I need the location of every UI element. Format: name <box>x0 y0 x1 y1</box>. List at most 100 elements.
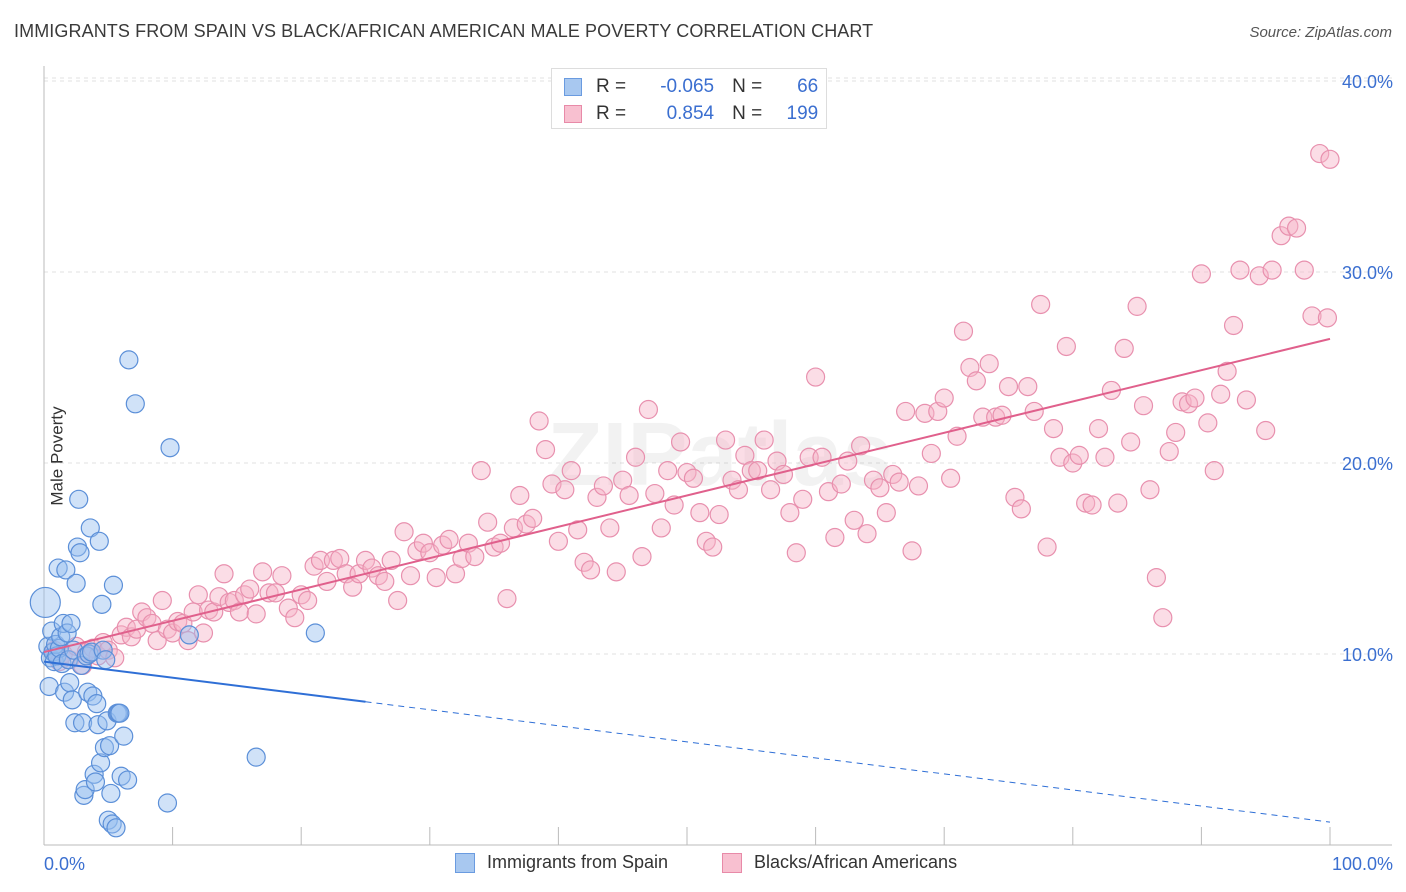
pink-point <box>1317 308 1338 328</box>
legend-swatch-spain <box>564 78 582 96</box>
gridlines <box>44 77 1392 655</box>
pink-point <box>1211 384 1231 404</box>
blue-point <box>90 753 111 773</box>
pink-point <box>1153 608 1173 628</box>
pink-point <box>1223 315 1244 336</box>
pink-point <box>760 480 781 500</box>
blue-point <box>87 694 107 714</box>
legend-row-black: R = 0.854 N = 199 <box>564 101 818 127</box>
bottom-legend-swatch-spain <box>455 852 475 873</box>
pink-point <box>580 560 601 580</box>
blue-point <box>29 586 61 619</box>
pink-point <box>619 485 639 506</box>
pink-point <box>574 552 594 572</box>
bottom-legend: Immigrants from Spain Blacks/African Ame… <box>0 852 1406 876</box>
x-tick-label-min: 0.0% <box>44 854 85 874</box>
pink-point <box>246 604 266 624</box>
pink-point <box>1262 260 1282 280</box>
pink-point <box>163 623 183 643</box>
pink-point <box>896 401 916 422</box>
pink-point <box>889 472 909 492</box>
pink-point <box>651 518 671 538</box>
pink-point <box>178 631 198 651</box>
pink-point <box>1159 441 1179 462</box>
pink-point <box>831 474 851 494</box>
blue-point <box>110 703 130 723</box>
pink-point <box>1127 296 1147 316</box>
blue-point <box>125 394 145 414</box>
pink-point <box>902 541 922 561</box>
blue-point <box>179 625 199 645</box>
pink-point <box>1217 361 1237 381</box>
pink-point <box>1056 336 1076 357</box>
pink-point <box>638 399 659 420</box>
pink-point <box>703 537 723 557</box>
blue-point <box>119 350 139 370</box>
bottom-legend-label-black: Blacks/African Americans <box>754 852 958 872</box>
blue-point <box>70 543 90 563</box>
pink-point <box>229 602 250 622</box>
legend-n-value: 199 <box>786 103 819 124</box>
legend-row-spain: R = -0.065 N = 66 <box>564 74 818 100</box>
blue-point <box>53 613 73 634</box>
blue-point <box>101 783 121 804</box>
pink-point <box>683 468 704 488</box>
pink-point <box>465 546 485 567</box>
pink-point <box>209 587 229 607</box>
legend-n-value: 66 <box>797 76 819 97</box>
pink-point <box>754 430 774 450</box>
y-tick-label: 30.0% <box>1342 263 1393 283</box>
pink-point <box>876 503 896 523</box>
blue-point <box>246 747 266 767</box>
blue-point <box>84 764 104 784</box>
blue-point <box>69 489 89 509</box>
pink-point <box>625 447 646 467</box>
y-tick-label: 20.0% <box>1342 454 1393 474</box>
legend-n-label: N = <box>732 103 763 124</box>
y-axis-label: Male Poverty <box>47 406 67 506</box>
pink-point <box>780 503 800 523</box>
pink-point <box>645 483 665 504</box>
pink-point <box>587 487 607 507</box>
legend-swatch-black <box>564 105 582 123</box>
pink-point <box>728 480 749 500</box>
pink-point <box>265 583 286 603</box>
pink-point <box>1256 420 1276 441</box>
pink-point <box>851 436 871 456</box>
pink-point <box>941 468 961 488</box>
blue-point <box>117 770 138 790</box>
y-tick-label: 40.0% <box>1342 72 1393 92</box>
pink-point <box>278 598 298 618</box>
pink-point <box>979 354 999 374</box>
pink-point <box>966 371 986 391</box>
pink-point <box>529 411 549 431</box>
pink-point <box>998 377 1019 397</box>
pink-point <box>1279 216 1299 236</box>
pink-point <box>600 518 620 538</box>
blue-point <box>72 713 93 733</box>
source-credit: Source: ZipAtlas.com <box>1249 24 1392 41</box>
pink-point <box>1108 493 1128 513</box>
pink-point <box>1011 499 1031 519</box>
legend-r-label: R = <box>596 76 627 97</box>
pink-point <box>670 432 691 452</box>
axes <box>43 66 1392 846</box>
blue-point <box>96 650 116 670</box>
pink-point <box>1114 338 1134 358</box>
pink-point <box>413 533 433 553</box>
blue-point <box>54 682 75 702</box>
blue-point <box>98 810 118 830</box>
blue-point <box>75 780 95 800</box>
pink-point <box>388 590 408 611</box>
pink-point <box>870 478 890 498</box>
series-immigrants-from-spain <box>29 350 325 838</box>
blue-point <box>305 623 325 643</box>
bottom-legend-swatch-black <box>722 852 742 873</box>
pink-point <box>478 512 498 532</box>
blue-point <box>157 793 178 813</box>
pink-point <box>400 566 421 586</box>
pink-point <box>857 524 877 544</box>
blue-point <box>56 560 76 580</box>
tick-labels: 10.0% 20.0% 30.0% 40.0% 0.0% 100.0% <box>44 72 1393 874</box>
pink-point <box>1018 377 1038 397</box>
